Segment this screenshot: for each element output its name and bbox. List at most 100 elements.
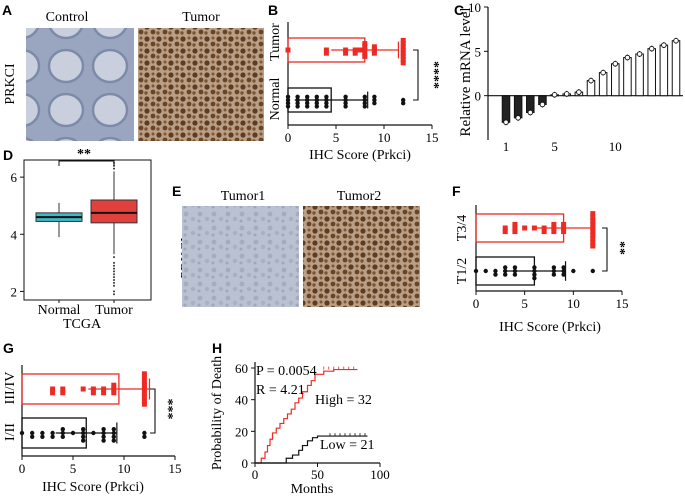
chart-d-outlier [113, 273, 115, 276]
chart-b-point [295, 101, 300, 106]
chart-c-bar [659, 44, 669, 97]
chart-f-point [551, 229, 557, 235]
chart-b-point [295, 97, 300, 103]
chart-f-x-tick-label: 15 [616, 296, 629, 311]
chart-b-x-tick-label: 5 [333, 130, 340, 145]
panel-e-col-label-tumor1: Tumor1 [221, 189, 266, 204]
chart-b-point [305, 101, 310, 106]
chart-f-point [493, 272, 498, 277]
chart-c-bar [623, 57, 632, 97]
chart-h-legend-high: High = 32 [315, 393, 372, 408]
chart-f-point [571, 268, 576, 274]
chart-f-point [561, 268, 566, 274]
chart-f-point [512, 265, 518, 270]
chart-b-x-tick-label: 15 [426, 130, 439, 145]
chart-h-ylabel: Probability of Death [210, 356, 225, 470]
chart-f-point [483, 268, 488, 274]
chart-f-point [541, 225, 547, 231]
chart-g-point [60, 434, 65, 439]
chart-b-point [305, 94, 310, 100]
chart-b-point [400, 60, 406, 66]
chart-f-point [551, 268, 557, 274]
chart-d-x-tick-label: Tumor [95, 303, 133, 318]
chart-f-point [473, 268, 479, 274]
chart-b-point [362, 44, 368, 50]
chart-g-point [50, 430, 55, 436]
chart-b-point [324, 101, 329, 106]
chart-d-box-tumor [90, 199, 138, 224]
chart-g-point [141, 401, 147, 407]
chart-g-point [40, 430, 45, 436]
chart-b-point [324, 104, 329, 109]
ihc-image-tumor [138, 28, 264, 141]
chart-b-point [400, 47, 406, 53]
chart-b-point [285, 104, 291, 109]
chart-g-point [81, 434, 86, 439]
chart-f-point [532, 272, 537, 277]
chart-b-point [323, 47, 329, 53]
chart-h-annotation-p: P = 0.0054 [256, 364, 317, 379]
chart-f: 0 5 10 15 T3/4 T1/2 IHC Score (Prkci) ** [455, 205, 629, 335]
chart-f-point [590, 218, 596, 224]
chart-f-point [590, 236, 596, 242]
chart-f-point [522, 225, 528, 231]
chart-g-point [50, 434, 55, 439]
chart-f-point [512, 221, 518, 227]
panel-letter-c: C [454, 2, 464, 18]
chart-b-point [352, 50, 358, 56]
panel-letter-f: F [452, 183, 461, 199]
chart-b-point [400, 44, 406, 50]
chart-g-point [101, 390, 107, 396]
chart-d-outlier [113, 281, 115, 284]
chart-d: 2 4 6 Normal Tumor ** TCGA [11, 147, 152, 332]
chart-h-x-tick-label: 100 [370, 467, 390, 482]
chart-c-point [503, 119, 509, 126]
chart-g-point [40, 434, 45, 439]
chart-d-outlier [113, 270, 115, 273]
chart-g-point [141, 382, 147, 388]
chart-b-point [400, 37, 406, 43]
chart-b-point [323, 50, 329, 56]
chart-g-point [30, 434, 35, 439]
chart-g-point [141, 397, 147, 403]
chart-h-curve-1 [255, 435, 368, 464]
chart-b-point [285, 97, 291, 103]
chart-g-point [30, 430, 35, 436]
chart-g-point [141, 378, 147, 384]
panel-a-col-label-control: Control [46, 10, 89, 25]
chart-b-point [362, 101, 367, 106]
chart-c-bar [635, 53, 644, 97]
panel-letter-e: E [172, 183, 181, 199]
chart-d-xlabel: TCGA [63, 317, 102, 332]
chart-b-point [372, 101, 377, 106]
chart-c-point [612, 60, 619, 67]
chart-f-point [590, 214, 596, 220]
chart-b-point [401, 101, 406, 106]
chart-d-outlier [113, 290, 115, 293]
chart-f-point [561, 221, 567, 227]
chart-f-point [531, 225, 537, 231]
chart-b: 0 5 10 15 Tumor Normal IHC Score (Prkci) **… [268, 22, 441, 163]
panel-letter-h: H [212, 340, 222, 356]
chart-b-point [343, 47, 349, 53]
chart-g-x-tick-label: 5 [70, 461, 77, 476]
chart-f-point [561, 265, 566, 270]
chart-f-x-tick-label: 5 [521, 296, 528, 311]
chart-f-point [590, 225, 596, 231]
chart-h: 0 20 40 60 0 50 100 P = 0.0054 R = 4.21 High =… [210, 356, 390, 497]
chart-b-group-label-normal: Normal [268, 78, 283, 121]
chart-c-point [588, 77, 594, 84]
chart-d-outlier [113, 279, 115, 281]
chart-g-point [81, 438, 86, 443]
chart-d-outlier [113, 167, 115, 170]
chart-b-point [357, 47, 363, 53]
chart-g-group-label-iii: I/II [3, 423, 18, 441]
chart-h-xlabel: Months [291, 482, 334, 497]
chart-h-y-tick-label: 60 [235, 361, 248, 376]
chart-b-point [305, 97, 310, 103]
chart-g-point [101, 438, 106, 443]
chart-g-group-label-iiiiv: III/IV [3, 372, 18, 405]
chart-g-point [19, 430, 25, 436]
